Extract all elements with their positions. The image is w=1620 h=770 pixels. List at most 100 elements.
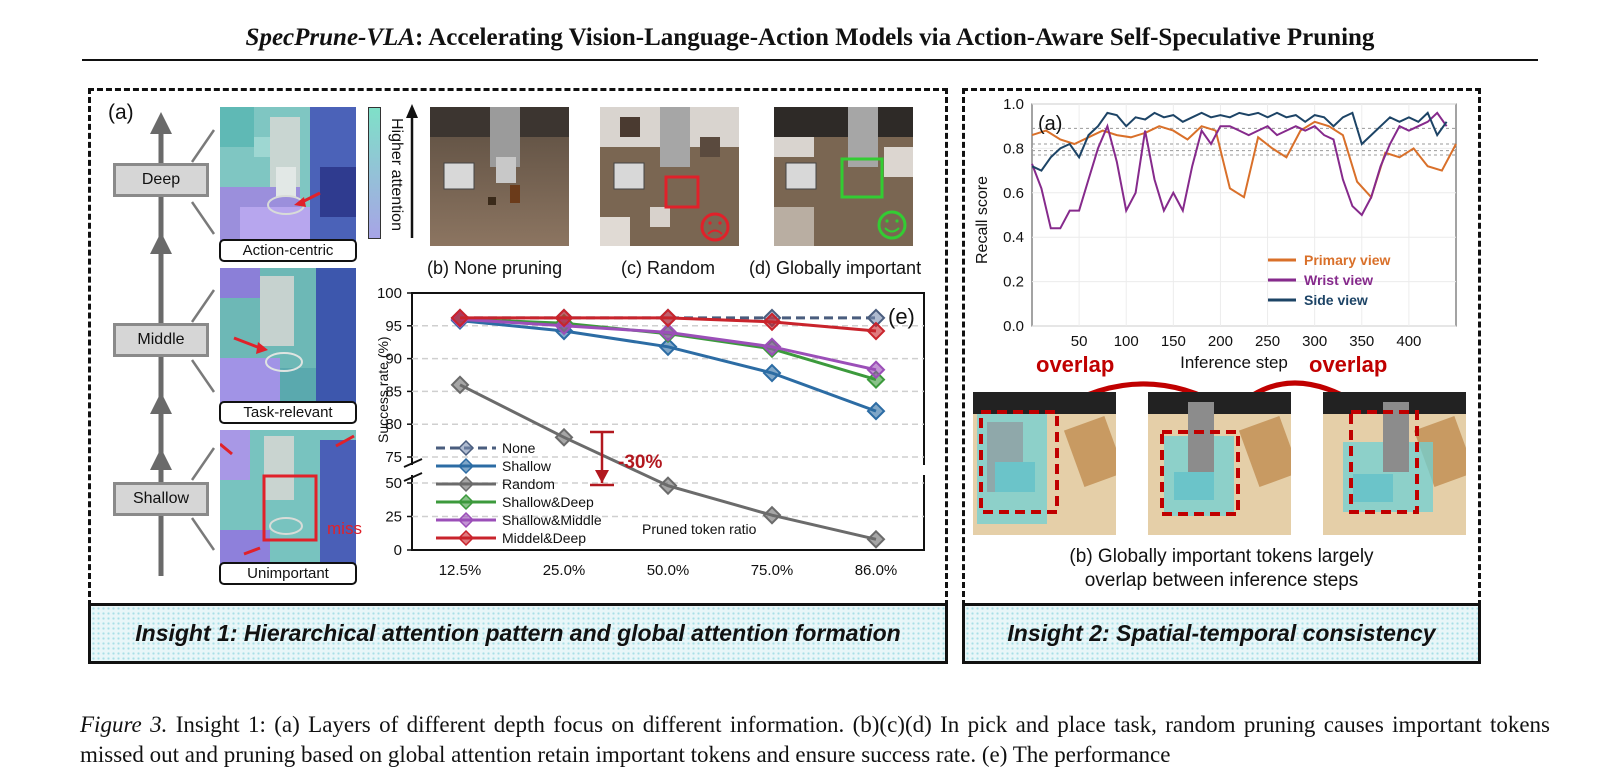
title-rule	[82, 59, 1538, 61]
data-point	[450, 308, 470, 328]
insight-2-banner: Insight 2: Spatial-temporal consistency	[962, 603, 1481, 664]
y-tick-label: 0.2	[1003, 274, 1024, 291]
data-point	[866, 370, 886, 390]
axis-break-mark-top	[403, 458, 423, 468]
x-tick-label: 12.5%	[439, 562, 482, 579]
heatmap-caption-shallow: Unimportant	[219, 562, 357, 585]
recall-series-side-view	[1031, 111, 1448, 172]
recall-legend-label: Side view	[1304, 292, 1368, 308]
x-axis-label: Pruned token ratio	[642, 521, 757, 537]
y-tick-label: 0.6	[1003, 185, 1024, 202]
right-caption-line1: (b) Globally important tokens largely	[1069, 546, 1374, 567]
figure-caption: Figure 3. Insight 1: (a) Layers of diffe…	[80, 710, 1550, 770]
photo-none-pruning	[430, 107, 569, 246]
heatmap-caption-deep: Action-centric	[219, 239, 357, 262]
data-point	[450, 375, 470, 395]
x-tick-label: 300	[1302, 333, 1327, 350]
depth-arrow-head-3	[150, 392, 172, 414]
recall-legend-label: Primary view	[1304, 252, 1390, 268]
caption-text: Insight 1: (a) Layers of different depth…	[80, 712, 1551, 767]
legend-label: Middel&Deep	[502, 530, 586, 546]
legend-label: Shallow	[502, 458, 552, 474]
attention-arrow: Higher attention	[388, 104, 418, 238]
legend-marker	[457, 511, 475, 529]
caption-random: (c) Random	[621, 258, 716, 278]
legend-marker	[457, 529, 475, 547]
layer-middle-box: Middle	[113, 323, 209, 357]
caption-prefix: Figure 3.	[80, 712, 168, 737]
layer-shallow-box: Shallow	[113, 482, 209, 516]
insight-1-banner: Insight 1: Hierarchical attention patter…	[88, 603, 948, 664]
caption-globally-important: (d) Globally important	[749, 258, 922, 278]
overlap-label-left: overlap	[1036, 352, 1115, 377]
axis-break-mark-bottom	[403, 472, 423, 482]
depth-arrow-head-2	[150, 232, 172, 254]
x-tick-label: 250	[1255, 333, 1280, 350]
data-point	[866, 401, 886, 421]
data-point	[554, 308, 574, 328]
data-point	[658, 476, 678, 496]
heatmap-caption-middle: Task-relevant	[219, 401, 357, 424]
recall-legend-label: Wrist view	[1304, 272, 1373, 288]
overlap-label-right: overlap	[1309, 352, 1388, 377]
title-rest: : Accelerating Vision-Language-Action Mo…	[415, 24, 1375, 51]
attention-bar-label: Higher attention	[388, 118, 405, 231]
y-tick-label: 90	[385, 351, 402, 368]
x-tick-label: 86.0%	[855, 562, 898, 579]
page-title: SpecPrune-VLA: Accelerating Vision-Langu…	[0, 24, 1620, 52]
x-tick-label: 150	[1161, 333, 1186, 350]
legend-label: None	[502, 440, 536, 456]
recall-chart: 50 100 150 200 250 300 350 400 0.0 0.2 0.4 0.6 0.8 1.…	[974, 96, 1457, 372]
data-point	[658, 337, 678, 357]
chart-e-frame-top	[411, 292, 925, 465]
layer-deep-box: Deep	[113, 163, 209, 197]
data-point	[762, 505, 782, 525]
recall-panel-label: (a)	[1038, 113, 1062, 135]
x-tick-label: 400	[1396, 333, 1421, 350]
depth-arrow-head-4	[150, 448, 172, 470]
x-tick-label: 50.0%	[647, 562, 690, 579]
data-point	[762, 337, 782, 357]
chart-e-frame-bottom	[411, 475, 925, 551]
photo-random	[600, 107, 739, 246]
recall-y-axis-label: Recall score	[974, 176, 991, 264]
y-tick-label: 0.8	[1003, 140, 1024, 157]
caption-none-pruning: (b) None pruning	[427, 258, 563, 278]
insight-2-text: Insight 2: Spatial-temporal consistency	[1007, 620, 1436, 646]
data-point	[866, 360, 886, 380]
x-tick-label: 100	[1114, 333, 1139, 350]
y-tick-label: 95	[385, 318, 402, 335]
y-tick-label: 0	[394, 542, 402, 559]
y-tick-label: 0.0	[1003, 318, 1024, 335]
x-tick-label: 75.0%	[751, 562, 794, 579]
panel-e-label: (e)	[888, 304, 915, 329]
data-point	[762, 363, 782, 383]
data-point	[866, 529, 886, 549]
legend-marker	[457, 475, 475, 493]
y-tick-label: 0.4	[1003, 229, 1024, 246]
x-tick-label: 350	[1349, 333, 1374, 350]
data-point	[658, 322, 678, 342]
photo-globally-important	[774, 107, 913, 246]
miss-label: miss	[327, 519, 362, 538]
x-tick-label: 25.0%	[543, 562, 586, 579]
depth-arrow-head-top	[150, 112, 172, 134]
right-caption-line2: overlap between inference steps	[1084, 570, 1359, 591]
legend-marker	[457, 457, 475, 475]
heatmap-deep	[220, 107, 356, 242]
heatmap-middle	[220, 268, 356, 403]
recall-x-axis-label: Inference step	[1180, 353, 1288, 372]
data-point	[866, 321, 886, 341]
legend-marker	[457, 439, 475, 457]
heatmap-shallow	[220, 430, 356, 565]
legend-label: Shallow&Deep	[502, 494, 594, 510]
y-tick-label: 100	[377, 285, 402, 302]
legend-label: Random	[502, 476, 555, 492]
step-photo-2	[1148, 392, 1291, 535]
drop-label: -30%	[618, 452, 662, 473]
insight-1-text: Insight 1: Hierarchical attention patter…	[135, 620, 901, 646]
data-point	[762, 312, 782, 332]
data-point	[554, 427, 574, 447]
title-italic: SpecPrune-VLA	[245, 24, 415, 51]
data-point	[658, 308, 678, 328]
